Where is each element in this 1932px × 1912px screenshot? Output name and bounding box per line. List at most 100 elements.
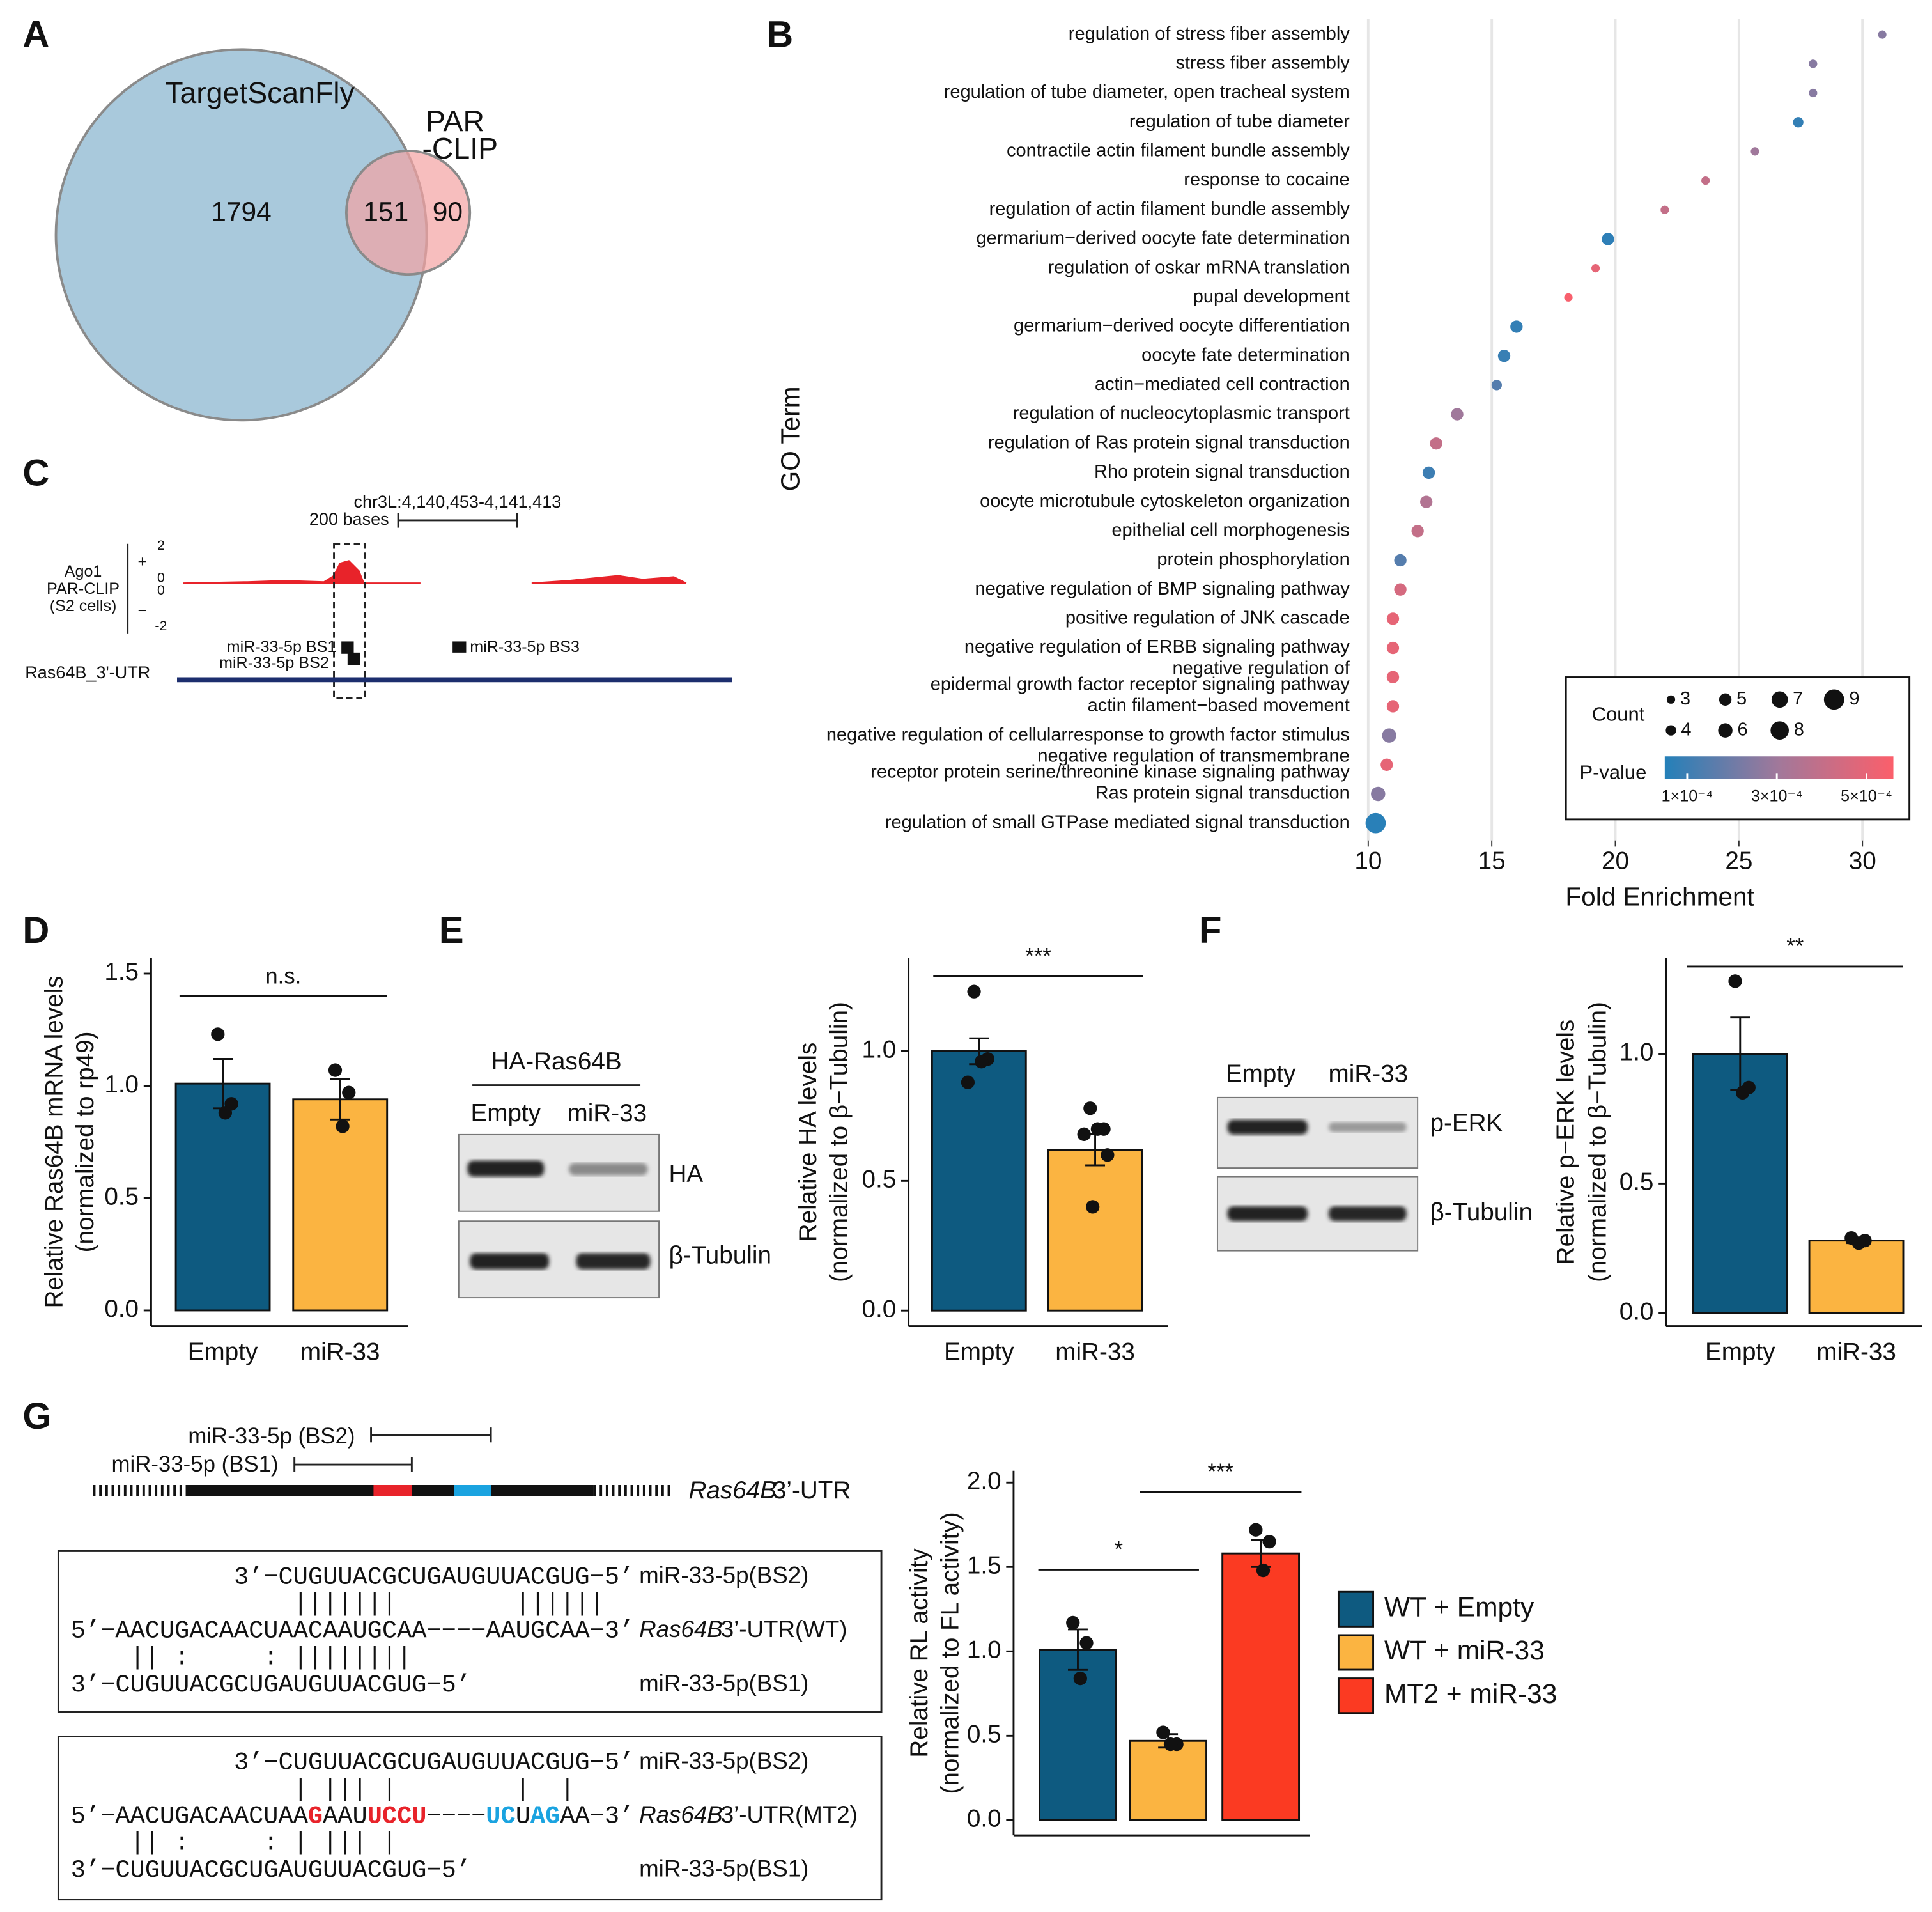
bar xyxy=(1039,1649,1117,1821)
band-label: β-Tubulin xyxy=(669,1242,771,1270)
base-pairs: || : : |||||||| xyxy=(71,1644,412,1672)
sequence-segment: 5’−AACUGACAACUAA xyxy=(71,1803,309,1831)
set-label: -CLIP xyxy=(422,132,498,165)
go-term: negative regulation of transmembrane xyxy=(1037,745,1349,766)
x-tick-label: 20 xyxy=(1602,848,1629,875)
go-term: negative regulation of xyxy=(1173,658,1350,678)
signal xyxy=(531,575,687,585)
panel-label: G xyxy=(22,1395,51,1437)
y-tick-label: 0.5 xyxy=(1619,1169,1654,1196)
go-term: actin filament−based movement xyxy=(1088,696,1350,716)
y-tick-label: 0.5 xyxy=(967,1721,1001,1748)
point xyxy=(1701,176,1710,185)
region-count: 90 xyxy=(433,197,463,228)
legend-swatch xyxy=(1337,1590,1375,1628)
point xyxy=(1394,583,1407,596)
gene-label: Ras64B_3'-UTR xyxy=(25,663,150,682)
go-term: stress fiber assembly xyxy=(1175,52,1350,73)
bar xyxy=(1047,1149,1143,1312)
y-tick-label: 2.0 xyxy=(967,1467,1001,1495)
y-axis-title: Relative RL activity xyxy=(906,1548,933,1758)
band-label: β-Tubulin xyxy=(1430,1199,1532,1226)
point xyxy=(1420,495,1433,508)
base-pairs: | ||| | | | xyxy=(71,1775,575,1803)
point xyxy=(1380,758,1393,771)
band-label: p-ERK xyxy=(1430,1110,1503,1137)
go-term: Rho protein signal transduction xyxy=(1094,462,1350,482)
x-tick-label: 25 xyxy=(1725,848,1752,875)
data-point xyxy=(1256,1563,1271,1578)
x-tick-label: Empty xyxy=(1705,1338,1775,1365)
y-axis-title: Relative HA levels xyxy=(794,1043,822,1242)
band xyxy=(1328,1122,1407,1133)
legend-title: Count xyxy=(1592,703,1645,726)
sequence-segment: UCCU xyxy=(367,1803,427,1831)
panel-label: D xyxy=(22,910,49,951)
go-term: regulation of actin filament bundle asse… xyxy=(989,199,1350,219)
color-tick-label: 3×10⁻⁴ xyxy=(1751,788,1803,805)
bar xyxy=(931,1050,1027,1312)
point xyxy=(1750,147,1759,156)
sequence-segment: AAU xyxy=(323,1803,367,1831)
utr-sequence: 5’−AACUGACAACUAAGAAUUCCU−−−−UCUAGAA−3’ xyxy=(71,1803,635,1831)
point xyxy=(1591,264,1600,273)
band-label: HA xyxy=(669,1160,704,1188)
utr-sequence: 5’−AACUGACAACUAACAAUGCAA−−−−AAUGCAA−3’ xyxy=(71,1617,635,1645)
go-term: actin−mediated cell contraction xyxy=(1095,374,1350,394)
data-point xyxy=(1262,1535,1276,1549)
data-point xyxy=(1079,1636,1094,1650)
point xyxy=(1386,671,1400,683)
go-term: negative regulation of ERBB signaling pa… xyxy=(964,637,1350,657)
point xyxy=(1422,466,1435,479)
strand-label: − xyxy=(138,602,148,620)
mirna-sequence: 3’−CUGUUACGCUGAUGUUACGUG−5’ xyxy=(234,1563,634,1591)
panel-label: C xyxy=(22,453,49,494)
go-term: receptor protein serine/threonine kinase… xyxy=(870,762,1350,782)
significance-label: ** xyxy=(1786,934,1804,959)
y-tick-label: 1.0 xyxy=(862,1036,897,1064)
legend-swatch xyxy=(1337,1677,1375,1714)
data-point xyxy=(975,1055,989,1069)
data-point xyxy=(328,1063,343,1077)
lane-label: miR-33 xyxy=(568,1100,647,1127)
x-tick-label: 15 xyxy=(1478,848,1506,875)
lane-label: Empty xyxy=(471,1100,541,1127)
go-term: contractile actin filament bundle assemb… xyxy=(1007,141,1350,161)
y-tick-label: 1.0 xyxy=(1619,1039,1654,1066)
site-label: miR-33-5p (BS1) xyxy=(112,1452,279,1477)
venn-set xyxy=(344,149,472,276)
data-point xyxy=(1086,1200,1100,1214)
band xyxy=(1328,1206,1407,1222)
y-tick-label: 0.0 xyxy=(104,1295,139,1323)
data-point xyxy=(336,1119,350,1133)
alignment-label: miR-33-5p(BS1) xyxy=(639,1855,808,1881)
signal xyxy=(183,560,421,585)
go-term: epithelial cell morphogenesis xyxy=(1111,520,1349,540)
point xyxy=(1809,59,1818,68)
track-tick: 0 xyxy=(157,570,165,585)
go-term: oocyte microtubule cytoskeleton organiza… xyxy=(980,491,1350,511)
bar xyxy=(1221,1552,1301,1821)
y-axis-title: GO Term xyxy=(776,386,805,491)
point xyxy=(1491,380,1503,391)
site-label: miR-33-5p BS1 xyxy=(227,638,337,656)
point xyxy=(1793,117,1804,128)
size-key-label: 8 xyxy=(1794,719,1804,740)
x-tick-label: Empty xyxy=(188,1338,258,1365)
point xyxy=(1451,408,1464,421)
track-label: (S2 cells) xyxy=(50,597,117,615)
alignment-box xyxy=(57,1550,883,1713)
sequence-segment: G xyxy=(308,1803,323,1831)
y-tick-label: 0.0 xyxy=(1619,1298,1654,1325)
point xyxy=(1386,612,1400,625)
data-point xyxy=(1090,1122,1105,1136)
gene-label: Ras64B xyxy=(688,1477,777,1504)
significance-label: * xyxy=(1115,1537,1124,1562)
go-term: Ras protein signal transduction xyxy=(1095,783,1350,804)
x-tick-label: 10 xyxy=(1354,848,1382,875)
data-point xyxy=(1249,1523,1263,1537)
size-key xyxy=(1718,723,1733,738)
point xyxy=(1386,641,1400,655)
point xyxy=(1564,293,1573,302)
point xyxy=(1510,320,1523,333)
